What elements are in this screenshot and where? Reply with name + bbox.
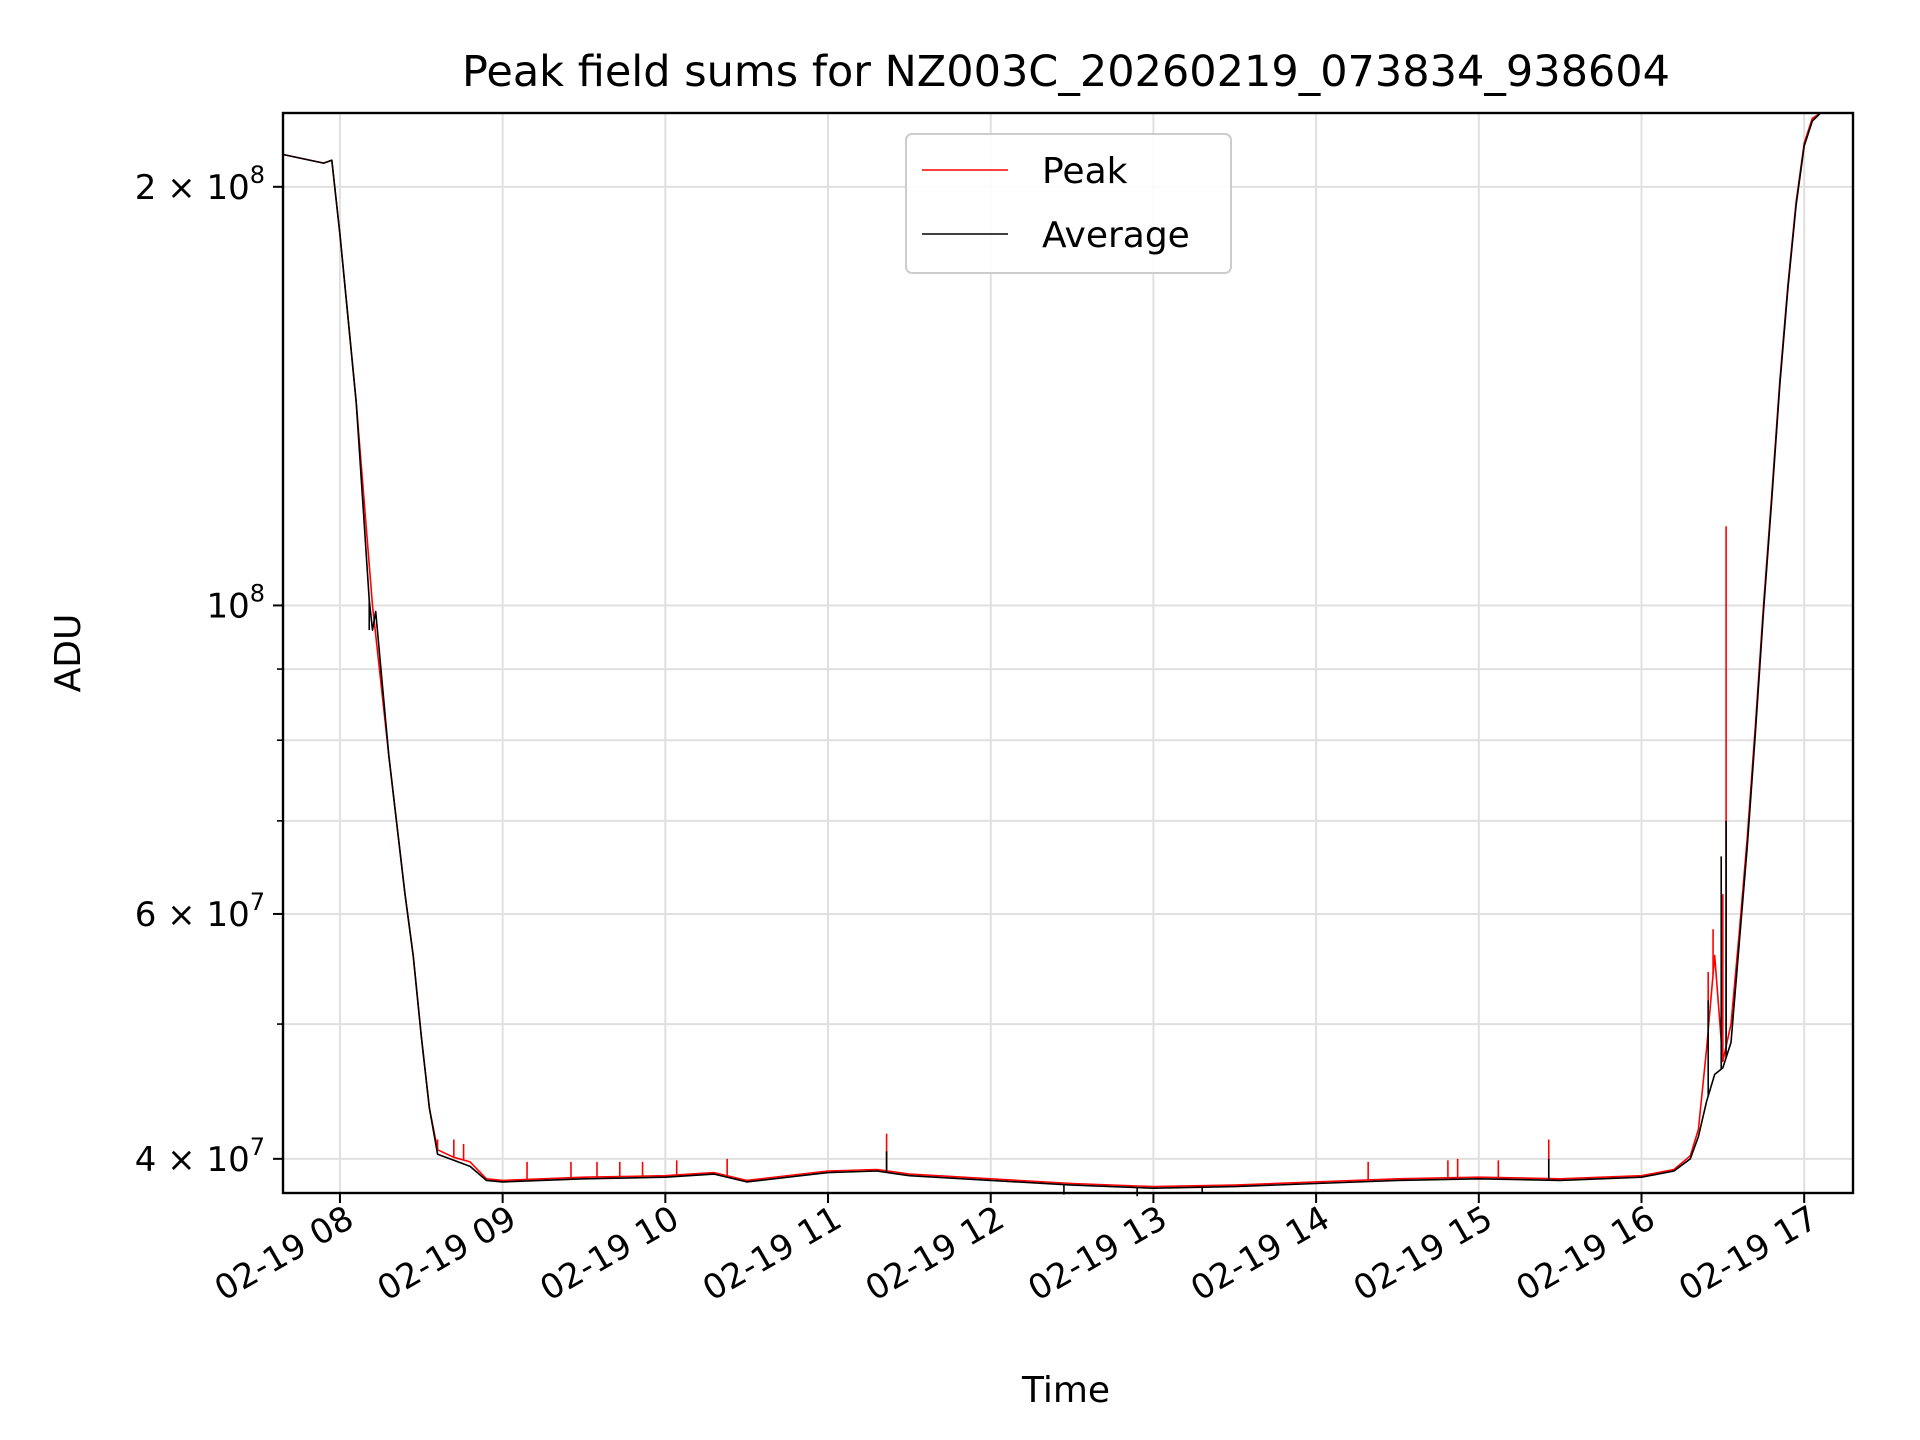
x-axis-label: Time — [1021, 1370, 1110, 1411]
legend: Peak Average — [905, 133, 1232, 274]
y-axis: 4 × 107 6 × 107 108 2 × 108 — [135, 161, 283, 1180]
plot-frame — [281, 111, 1855, 1195]
y-tick-label: 4 × 107 — [135, 1133, 265, 1180]
series-line-average — [282, 112, 1853, 1189]
plot-series — [282, 112, 1853, 1197]
legend-label-peak: Peak — [1042, 151, 1128, 192]
legend-label-average: Average — [1042, 215, 1190, 256]
legend-box — [905, 133, 1232, 274]
y-axis-label: ADU — [48, 614, 89, 693]
y-tick-label: 108 — [206, 579, 265, 626]
y-tick-label: 6 × 107 — [135, 888, 265, 935]
y-tick-label: 2 × 108 — [135, 161, 265, 208]
chart-title: Peak field sums for NZ003C_20260219_0738… — [462, 47, 1670, 97]
